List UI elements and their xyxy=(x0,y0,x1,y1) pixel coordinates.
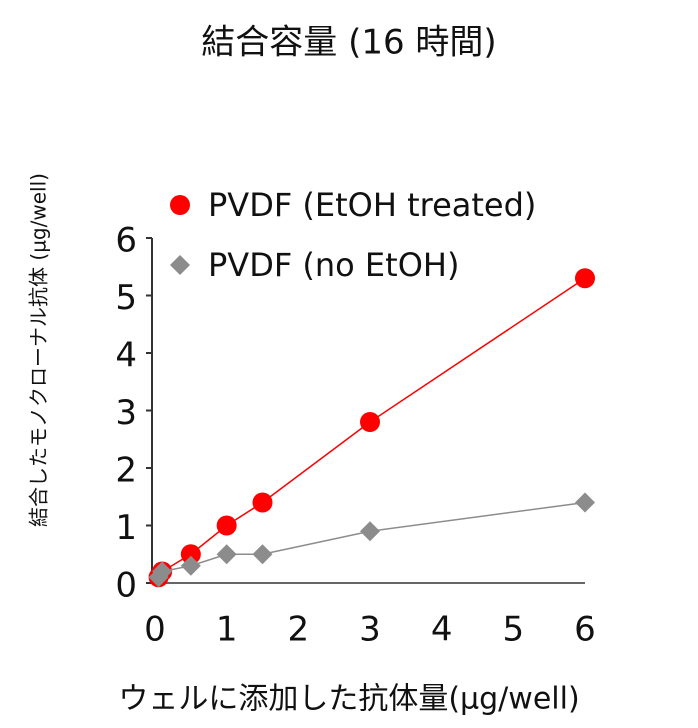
y-tick-label: 1 xyxy=(115,508,137,548)
legend-label: PVDF (no EtOH) xyxy=(208,246,459,284)
data-point xyxy=(216,544,237,565)
series-line xyxy=(157,501,586,578)
x-axis-label: ウェルに添加した抗体量(µg/well) xyxy=(118,682,579,717)
x-tick-label: 4 xyxy=(431,610,453,650)
data-point xyxy=(152,561,173,582)
legend-label: PVDF (EtOH treated) xyxy=(208,186,536,224)
y-tick-label: 0 xyxy=(115,566,137,606)
x-tick-label: 6 xyxy=(574,610,596,650)
x-tick-label: 0 xyxy=(144,610,166,650)
x-tick-label: 3 xyxy=(359,610,381,650)
x-tick-label: 1 xyxy=(216,610,238,650)
data-point xyxy=(252,544,273,565)
data-point xyxy=(575,492,595,513)
y-tick-label: 4 xyxy=(115,336,137,376)
y-tick-label: 5 xyxy=(115,278,137,318)
data-point xyxy=(360,412,380,432)
chart-title: 結合容量 (16 時間) xyxy=(201,23,496,63)
x-tick-label: 2 xyxy=(288,610,310,650)
data-point xyxy=(252,492,273,513)
y-axis-label: 結合したモノクローナル抗体 (µg/well) xyxy=(27,173,51,527)
y-tick-label: 3 xyxy=(115,393,137,433)
legend-marker xyxy=(170,255,190,275)
y-tick-label: 6 xyxy=(115,221,137,261)
data-point xyxy=(216,515,237,536)
data-point xyxy=(360,521,380,542)
data-point xyxy=(575,268,595,289)
data-point xyxy=(180,544,201,565)
data-point xyxy=(180,555,201,576)
x-tick-label: 5 xyxy=(503,610,525,650)
legend-marker xyxy=(170,195,190,215)
y-tick-label: 2 xyxy=(115,451,137,491)
